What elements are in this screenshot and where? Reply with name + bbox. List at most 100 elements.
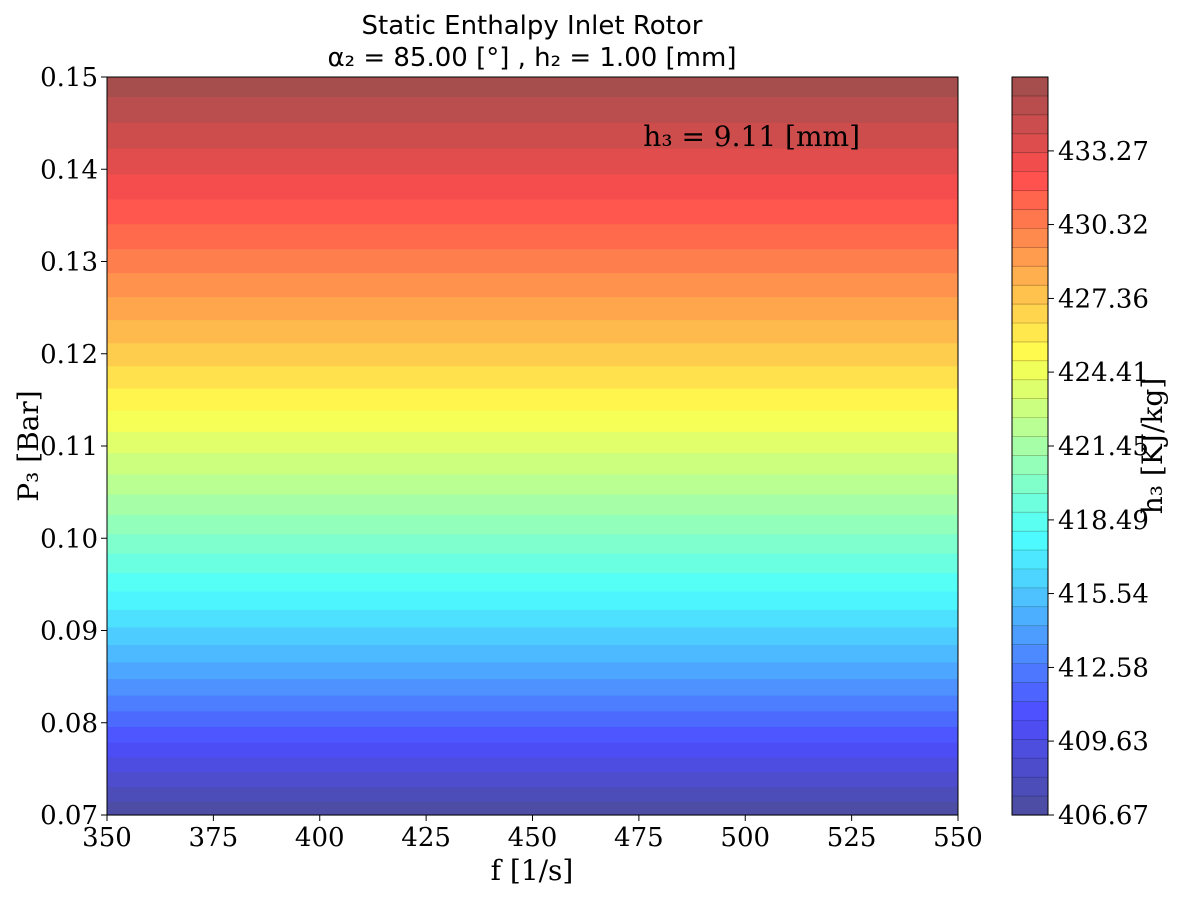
colorbar-segment — [1012, 569, 1048, 589]
contour-band — [107, 756, 958, 773]
contour-band — [107, 319, 958, 344]
colorbar-segment — [1012, 796, 1048, 816]
x-tick-label: 375 — [189, 823, 239, 853]
colorbar-segment — [1012, 663, 1048, 684]
colorbar-tick-label: 406.67 — [1058, 801, 1149, 831]
contour-band — [107, 122, 958, 149]
colorbar-tick-label: 409.63 — [1058, 727, 1149, 757]
colorbar-segment — [1012, 682, 1048, 703]
contour-band — [107, 771, 958, 788]
colorbar-segment — [1012, 95, 1048, 116]
contour-band — [107, 365, 958, 389]
contour-band — [107, 272, 958, 298]
colorbar-segment — [1012, 398, 1048, 419]
contour-band — [107, 590, 958, 610]
x-tick-label: 525 — [827, 823, 877, 853]
colorbar-segment — [1012, 550, 1048, 570]
plot-area — [107, 77, 958, 816]
contour-band — [107, 572, 958, 592]
colorbar-tick-label: 424.41 — [1058, 358, 1149, 388]
contour-band — [107, 387, 958, 411]
colorbar-segment — [1012, 720, 1048, 740]
colorbar-tick-label: 421.45 — [1058, 432, 1149, 462]
y-axis: 0.07 0.08 0.09 0.10 0.11 0.12 0.13 0.14 0.15 — [40, 63, 107, 831]
colorbar-segment — [1012, 341, 1048, 362]
x-tick-label: 400 — [295, 823, 345, 853]
colorbar-segment — [1012, 190, 1048, 211]
colorbar-segment — [1012, 758, 1048, 778]
colorbar-segment — [1012, 77, 1048, 97]
colorbar-segment — [1012, 625, 1048, 646]
colorbar-tick-label: 427.36 — [1058, 284, 1149, 314]
contour-band — [107, 801, 958, 816]
colorbar-segment — [1012, 455, 1048, 475]
colorbar-segment — [1012, 266, 1048, 286]
contour-band — [107, 198, 958, 225]
x-tick-label: 475 — [614, 823, 664, 853]
colorbar-segment — [1012, 304, 1048, 324]
colorbar — [1012, 77, 1048, 816]
colorbar-segment — [1012, 739, 1048, 759]
colorbar-tick-label: 418.49 — [1058, 506, 1149, 536]
contour-band — [107, 223, 958, 250]
contour-band — [107, 644, 958, 663]
colorbar-tick-label: 412.58 — [1058, 653, 1149, 683]
y-tick-label: 0.12 — [40, 340, 98, 370]
contour-band — [107, 173, 958, 200]
contour-band — [107, 661, 958, 680]
contour-band — [107, 452, 958, 475]
colorbar-tick-label: 415.54 — [1058, 580, 1149, 610]
colorbar-segment — [1012, 360, 1048, 381]
chart-subtitle: α₂ = 85.00 [°] , h₂ = 1.00 [mm] — [328, 43, 737, 73]
colorbar-ticks: 406.67 409.63 412.58 415.54 418.49 421.45 424.… — [1048, 137, 1149, 831]
colorbar-segment — [1012, 531, 1048, 551]
contour-band — [107, 96, 958, 123]
y-tick-label: 0.09 — [40, 617, 98, 647]
colorbar-segment — [1012, 474, 1048, 494]
colorbar-segment — [1012, 587, 1048, 608]
x-tick-label: 500 — [720, 823, 770, 853]
contour-band — [107, 493, 958, 515]
colorbar-segment — [1012, 379, 1048, 400]
y-tick-label: 0.07 — [40, 801, 98, 831]
contour-band — [107, 533, 958, 554]
contour-band — [107, 678, 958, 696]
contour-band — [107, 742, 958, 758]
contour-band — [107, 710, 958, 728]
contour-band — [107, 248, 958, 274]
y-tick-label: 0.10 — [40, 524, 98, 554]
colorbar-segment — [1012, 228, 1048, 248]
colorbar-segment — [1012, 512, 1048, 532]
colorbar-label: h₃ [KJ/kg] — [1136, 378, 1169, 514]
contour-band — [107, 514, 958, 535]
colorbar-segment — [1012, 644, 1048, 665]
contour-band — [107, 695, 958, 712]
contour-band — [107, 431, 958, 454]
colorbar-tick-label: 430.32 — [1058, 211, 1149, 241]
y-tick-label: 0.14 — [40, 155, 98, 185]
x-tick-label: 450 — [508, 823, 558, 853]
y-axis-label: P₃ [Bar] — [12, 390, 45, 501]
colorbar-segment — [1012, 436, 1048, 457]
colorbar-segment — [1012, 417, 1048, 438]
colorbar-segment — [1012, 247, 1048, 267]
contour-band — [107, 296, 958, 321]
contour-band — [107, 77, 958, 97]
plot-annotation: h₃ = 9.11 [mm] — [643, 120, 860, 153]
contour-band — [107, 342, 958, 367]
colorbar-segment — [1012, 323, 1048, 343]
chart-title: Static Enthalpy Inlet Rotor — [362, 11, 703, 41]
colorbar-segment — [1012, 114, 1048, 135]
contour-band — [107, 148, 958, 175]
y-tick-label: 0.11 — [40, 432, 98, 462]
x-axis: 350 375 400 425 450 475 500 525 550 — [82, 815, 983, 853]
y-tick-label: 0.13 — [40, 248, 98, 278]
contour-band — [107, 473, 958, 495]
contour-band — [107, 609, 958, 628]
colorbar-tick-label: 433.27 — [1058, 137, 1149, 167]
x-tick-label: 350 — [82, 823, 132, 853]
x-axis-label: f [1/s] — [491, 854, 574, 887]
x-tick-label: 425 — [401, 823, 451, 853]
contour-band — [107, 553, 958, 573]
